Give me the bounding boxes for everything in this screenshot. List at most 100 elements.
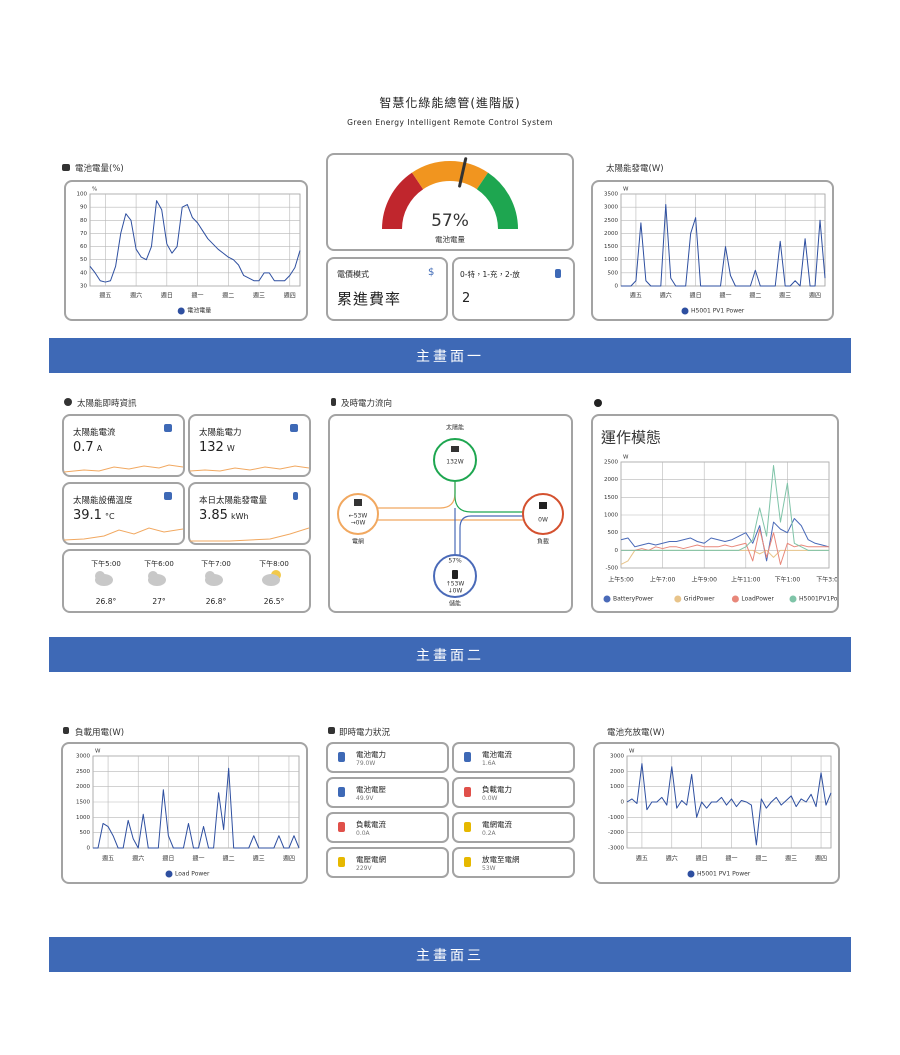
y-tick-label: 2000: [604, 231, 618, 237]
chart-title: 太陽能發電(W): [606, 164, 664, 174]
mode-setting-label: 0-特，1-充，2-放: [460, 270, 520, 279]
weather-temp: 26.8°: [205, 597, 227, 606]
weather-time: 下午6:00: [144, 560, 174, 568]
legend-label: BatteryPower: [613, 596, 654, 603]
x-tick-label: 週四: [284, 292, 296, 300]
flow-line: [454, 482, 523, 513]
status-item: 電網電流 0.2A: [452, 812, 575, 843]
flow-line: [459, 515, 523, 556]
status-icon: [464, 857, 471, 867]
chart-title: 電池充放電(W): [607, 728, 665, 738]
weather-temp: 27°: [152, 597, 166, 606]
y-tick-label: 70: [80, 231, 87, 237]
node-value: ↓0W: [448, 588, 463, 595]
x-tick-label: 週六: [132, 855, 144, 863]
battery-icon: [452, 570, 458, 579]
y-tick-label: 0: [621, 800, 625, 806]
x-tick-label: 上午11:00: [731, 576, 760, 584]
y-tick-label: 1000: [610, 784, 624, 790]
legend-label: H5001 PV1 Power: [691, 308, 745, 315]
status-label: 電壓電網: [356, 855, 386, 864]
node-value: 57%: [448, 558, 462, 565]
series-line: [89, 200, 301, 283]
status-item: 電壓電網 229V: [326, 847, 449, 878]
y-tick-label: -500: [606, 566, 619, 572]
card-value: 0.7 A: [73, 440, 102, 455]
flow-line: [377, 482, 456, 509]
y-tick-label: 0: [615, 284, 619, 290]
series-line: [626, 763, 832, 846]
y-tick-label: -3000: [608, 846, 624, 852]
status-value: 0.2A: [482, 830, 496, 837]
y-tick-label: 1500: [76, 800, 90, 806]
y-tick-label: 80: [80, 218, 87, 224]
x-tick-label: 上午7:00: [650, 576, 676, 584]
card-wave: [64, 464, 183, 473]
y-tick-label: 2500: [604, 218, 618, 224]
weather-time: 下午8:00: [259, 560, 289, 568]
grid-icon: [354, 499, 362, 506]
legend-label: Load Power: [175, 871, 210, 878]
cloud-icon: [205, 571, 223, 586]
status-item: 負載電流 0.0A: [326, 812, 449, 843]
legend-swatch: [674, 595, 682, 603]
y-tick-label: 1000: [604, 513, 618, 519]
x-tick-label: 週三: [779, 292, 791, 300]
y-tick-label: 30: [80, 284, 87, 290]
price-mode-symbol: $: [428, 267, 435, 278]
solar-card: 本日太陽能發電量 3.85 kWh: [188, 482, 311, 545]
status-value: 0.0W: [482, 795, 498, 802]
y-tick-label: 60: [80, 244, 87, 250]
x-tick-label: 週四: [283, 855, 295, 863]
home-icon: [539, 502, 547, 509]
y-tick-label: 0: [615, 548, 619, 554]
mode-setting-card: 0-特，1-充，2-放 2: [452, 257, 575, 321]
mode-chart-panel: 運作模態 -500 0 500 1000 1500 2000 2500 上午5:00 上午7:0…: [591, 414, 839, 613]
status-icon: [338, 787, 345, 797]
x-tick-label: 週六: [660, 292, 672, 300]
legend-label: H5001 PV1 Power: [697, 871, 751, 878]
card-label: 太陽能設備溫度: [73, 496, 133, 506]
status-value: 53W: [482, 865, 496, 872]
y-tick-label: 2500: [604, 460, 618, 466]
x-tick-label: 週日: [161, 292, 173, 300]
x-tick-label: 週四: [815, 855, 827, 863]
x-tick-label: 週日: [690, 292, 702, 300]
mode-setting-value: 2: [462, 291, 471, 306]
gauge-needle: [458, 157, 468, 188]
plot-frame: [89, 193, 301, 287]
status-icon: [464, 822, 471, 832]
solar-chart-panel: 0 500 1000 1500 2000 2500 3000 3500 週五 週六 週日 週一 週二 週三…: [591, 180, 834, 321]
series-line: [621, 465, 829, 551]
status-value: 79.0W: [356, 760, 376, 767]
series-line: [620, 518, 830, 562]
x-tick-label: 週三: [253, 855, 265, 863]
y-tick-label: 500: [608, 270, 619, 276]
y-tick-label: 500: [608, 530, 619, 536]
status-label: 負載電流: [356, 820, 386, 829]
y-tick-label: -1000: [608, 815, 624, 821]
y-tick-label: 1500: [604, 244, 618, 250]
solar-icon: [451, 446, 459, 452]
legend-swatch: [681, 307, 689, 315]
panel-icon: [290, 424, 298, 432]
y-tick-label: 3000: [604, 205, 618, 211]
status-label: 電網電流: [482, 820, 512, 829]
mode-icon: [594, 399, 602, 407]
card-label: 太陽能電流: [73, 428, 116, 438]
legend-swatch: [731, 595, 739, 603]
x-tick-label: 週六: [666, 855, 678, 863]
section-title: 太陽能即時資訊: [77, 399, 137, 409]
unit: W: [226, 444, 235, 453]
unit: kWh: [230, 512, 249, 521]
solar-card: 太陽能電流 0.7 A: [62, 414, 185, 477]
y-tick-label: 500: [80, 830, 91, 836]
load-chart: 0 500 1000 1500 2000 2500 3000 週五 週六 週日 週一 週二 週三 週四 W L…: [76, 749, 300, 878]
y-tick-label: 1500: [604, 495, 618, 501]
weather-temp: 26.5°: [263, 597, 285, 606]
x-tick-label: 上午5:00: [608, 576, 634, 584]
node-value: ↑53W: [446, 581, 465, 588]
solar-card: 太陽能電力 132 W: [188, 414, 311, 477]
wave: [190, 527, 309, 542]
